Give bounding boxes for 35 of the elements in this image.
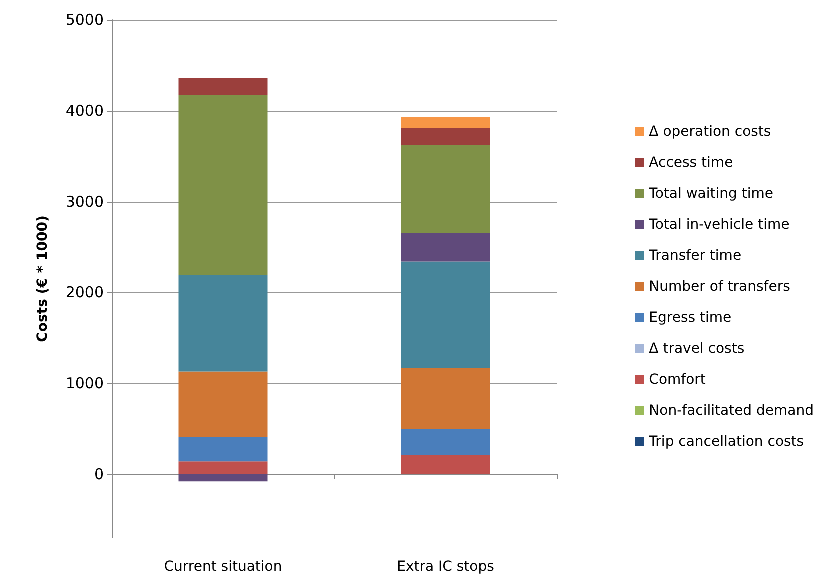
bar [178,78,268,96]
legend-label: Transfer time [648,248,742,264]
bar [401,117,490,128]
legend-label: Δ travel costs [649,341,745,357]
bar [178,95,268,276]
bar [401,368,490,429]
y-tick-label: 5000 [66,11,104,29]
legend-label: Total in-vehicle time [648,217,790,233]
y-tick-label: 4000 [66,102,104,120]
bar [178,462,268,474]
legend-label: Δ operation costs [649,124,772,140]
legend-label: Non-facilitated demand [649,403,814,419]
bar [401,128,490,146]
legend-label: Comfort [649,372,706,388]
bar [178,437,268,462]
y-tick-label: 0 [94,465,104,484]
legend-label: Trip cancellation costs [648,434,804,450]
bar [401,145,490,234]
x-tick-label: Current situation [164,559,282,574]
legend-label: Number of transfers [649,279,790,295]
legend-label: Access time [649,155,734,171]
bar [178,275,268,372]
bar [401,234,490,262]
x-tick-label: Extra IC stops [397,559,494,574]
bar [401,455,490,474]
y-tick-label: 3000 [66,192,104,211]
legend-label: Egress time [649,310,732,326]
y-tick-label: 1000 [66,374,104,393]
bar [178,474,268,482]
y-axis-title: Costs (€ * 1000) [35,216,51,342]
legend-label: Total waiting time [648,186,774,202]
bar [178,372,268,438]
bar [401,428,490,456]
bar [401,262,490,368]
y-tick-label: 2000 [66,284,104,302]
